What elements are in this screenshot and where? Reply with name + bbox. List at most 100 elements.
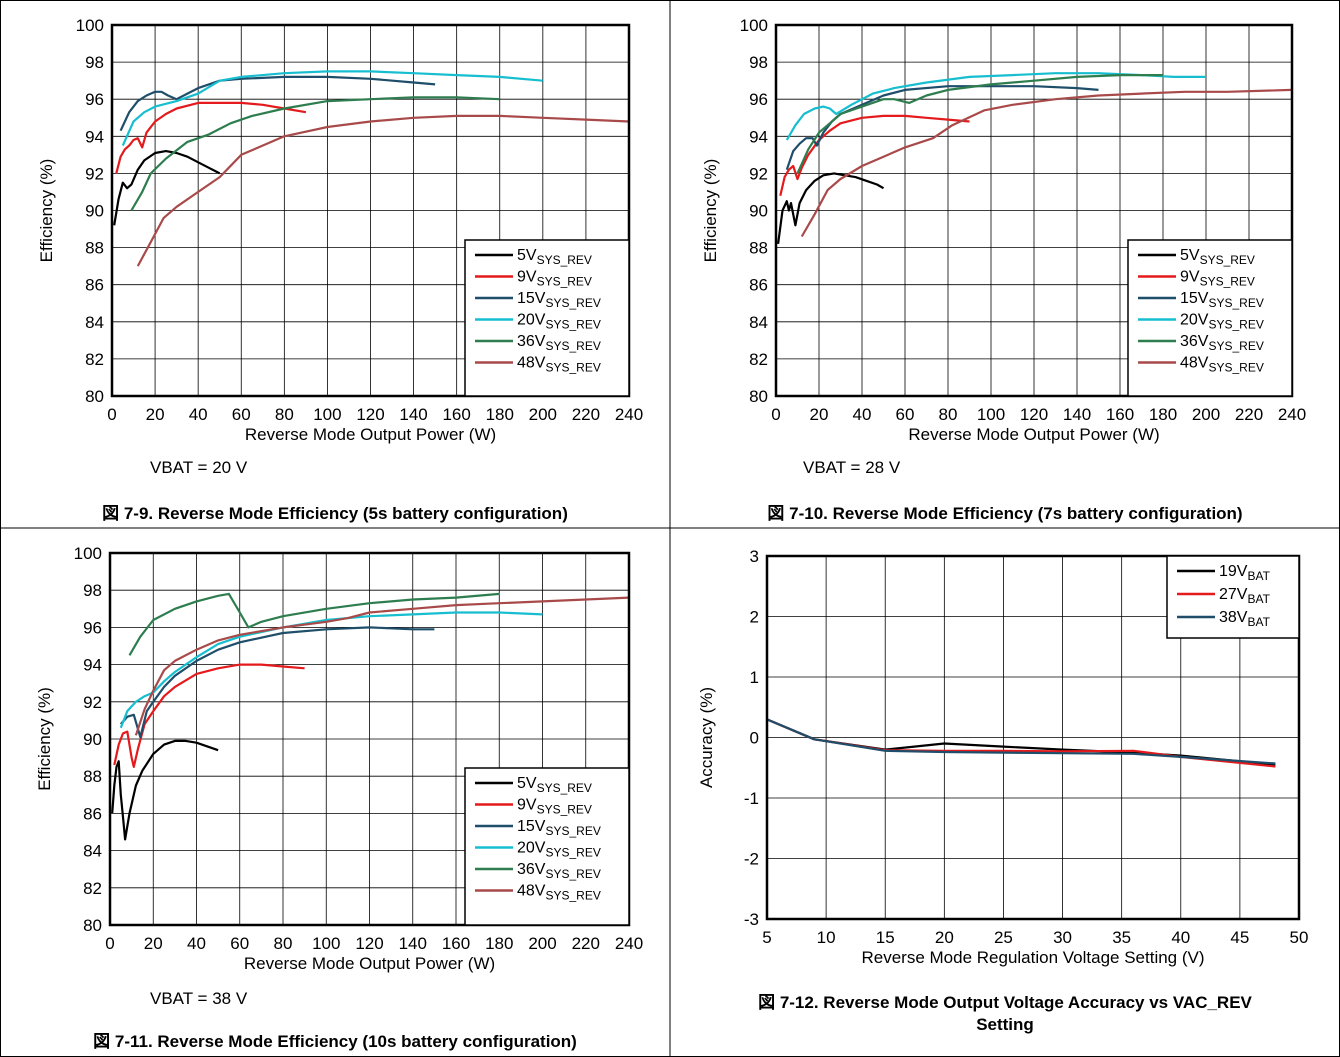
legend-label: 48VSYS_REV [517,883,601,903]
y-tick-label: 86 [85,276,104,295]
y-tick-label: 88 [85,239,104,258]
y-tick-label: 80 [83,916,102,935]
y-tick-label: 94 [85,127,104,146]
x-tick-label: 50 [1290,928,1309,947]
legend-label: 5VSYS_REV [517,247,592,267]
x-tick-label: 180 [485,934,513,953]
y-tick-label: 90 [83,730,102,749]
legend-label: 5VSYS_REV [517,775,592,795]
legend-label: 36VSYS_REV [517,333,601,353]
legend-label: 15VSYS_REV [517,290,601,310]
y-axis-label: Efficiency (%) [35,687,54,791]
series-line-5 [130,96,500,212]
y-tick-label: 98 [83,581,102,600]
y-tick-label: 96 [83,618,102,637]
legend-label: 38VBAT [1219,609,1271,629]
vbat-note: VBAT = 20 V [150,458,248,477]
figure-caption: 図 7-11. Reverse Mode Efficiency (10s bat… [93,1032,577,1051]
x-tick-label: 100 [313,405,341,424]
legend-label: 36VSYS_REV [517,861,601,881]
series-line-1 [113,150,221,226]
legend-label: 48VSYS_REV [1180,355,1264,375]
series-line-1 [777,172,885,245]
x-tick-label: 220 [1235,405,1263,424]
x-tick-label: 20 [144,934,163,953]
x-tick-label: 120 [356,405,384,424]
y-tick-label: 80 [749,387,768,406]
chart-panel-2: 0 20 40 60 80 100 120 140 160 180 200 220 240 80 82 84 8… [701,16,1306,523]
series-line-5 [796,73,1163,174]
y-axis-label: Accuracy (%) [697,687,716,788]
x-tick-label: 45 [1230,928,1249,947]
x-tick-label: 0 [105,934,114,953]
x-tick-label: 5 [762,928,771,947]
x-axis-label: Reverse Mode Output Power (W) [908,425,1159,444]
vbat-note: VBAT = 28 V [803,458,901,477]
series-line-2 [113,663,305,769]
x-tick-label: 25 [994,928,1013,947]
y-tick-label: 98 [749,53,768,72]
legend-label: 9VSYS_REV [517,797,592,817]
x-tick-label: 0 [107,405,116,424]
y-tick-label: 84 [83,842,102,861]
x-tick-label: 220 [572,934,600,953]
x-tick-label: 60 [896,405,915,424]
x-tick-label: 140 [1063,405,1091,424]
x-tick-label: 35 [1112,928,1131,947]
plot-frame [110,23,631,398]
legend-label: 20VSYS_REV [1180,312,1264,332]
legend-box [464,239,630,397]
x-tick-label: 100 [977,405,1005,424]
y-tick-label: 84 [749,313,768,332]
x-tick-label: 80 [939,405,958,424]
x-tick-label: 220 [572,405,600,424]
x-tick-label: 0 [771,405,780,424]
figure-caption: 図 7-12. Reverse Mode Output Voltage Accu… [758,993,1252,1012]
x-tick-label: 180 [486,405,514,424]
legend-box [1127,239,1293,397]
y-tick-label: 80 [85,387,104,406]
y-tick-label: 92 [85,164,104,183]
y-tick-label: 92 [749,164,768,183]
x-axis-label: Reverse Mode Output Power (W) [244,954,495,973]
x-tick-label: 10 [817,928,836,947]
legend-box [1166,555,1300,639]
legend-label: 20VSYS_REV [517,840,601,860]
figure-caption: 図 7-10. Reverse Mode Efficiency (7s batt… [767,504,1242,523]
y-tick-label: 88 [83,767,102,786]
series-line-5 [128,592,500,656]
legend-label: 15VSYS_REV [517,818,601,838]
x-tick-label: 140 [399,405,427,424]
y-tick-label: 82 [83,879,102,898]
plot-frame [774,23,1294,398]
vbat-note: VBAT = 38 V [150,989,248,1008]
legend-label: 5VSYS_REV [1180,247,1255,267]
x-tick-label: 120 [355,934,383,953]
x-tick-label: 15 [876,928,895,947]
series-line-4 [121,70,543,147]
y-tick-label: 94 [83,656,102,675]
series-line-3 [119,626,435,739]
x-axis-label: Reverse Mode Regulation Voltage Setting … [861,948,1204,967]
y-axis-label: Efficiency (%) [37,159,56,263]
y-tick-label: -2 [744,850,759,869]
y-axis-label: Efficiency (%) [701,159,720,263]
x-tick-label: 140 [399,934,427,953]
y-tick-label: 90 [749,202,768,221]
y-tick-label: 98 [85,53,104,72]
x-tick-label: 160 [442,934,470,953]
series-line-2 [115,101,307,174]
x-tick-label: 240 [615,405,643,424]
y-tick-label: 100 [740,16,768,35]
x-tick-label: 40 [187,934,206,953]
y-tick-label: 94 [749,127,768,146]
series-line-3 [119,75,436,132]
x-tick-label: 60 [232,405,251,424]
x-axis-label: Reverse Mode Output Power (W) [245,425,496,444]
series-line-6 [134,596,630,736]
y-tick-label: 82 [85,350,104,369]
y-tick-label: 88 [749,239,768,258]
x-tick-label: 240 [615,934,643,953]
x-tick-label: 200 [529,405,557,424]
